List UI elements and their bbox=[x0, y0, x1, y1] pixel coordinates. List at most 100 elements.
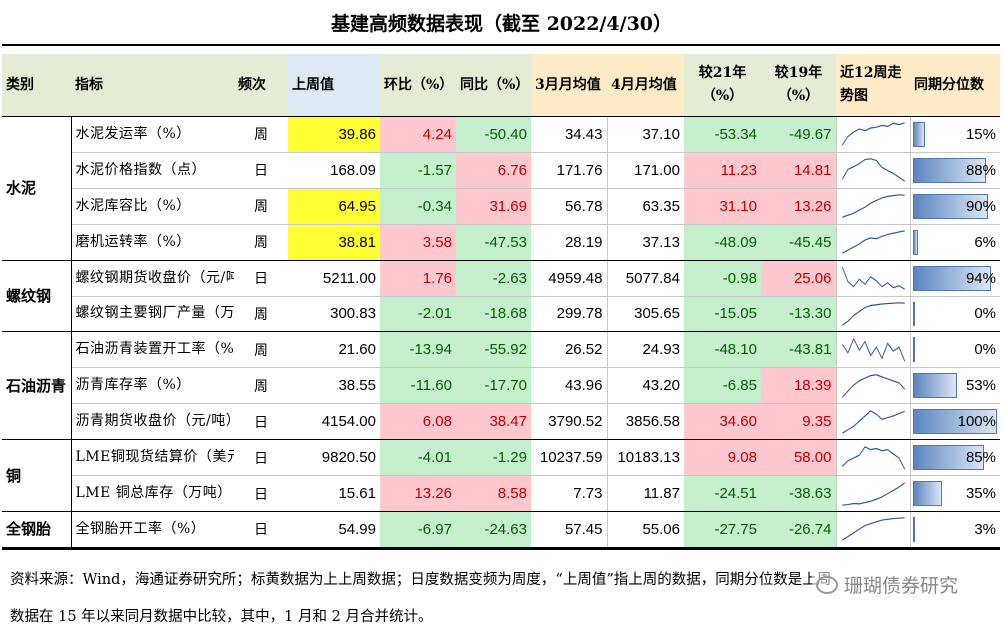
last-week-cell: 54.99 bbox=[288, 511, 380, 549]
table-row: 水泥价格指数（点）日 168.09 -1.57 6.76 171.76 171.00 11.… bbox=[2, 152, 1000, 189]
trend-sparkline bbox=[835, 475, 910, 512]
watermark-text: 珊瑚债券研究 bbox=[844, 575, 959, 597]
trend-sparkline bbox=[835, 403, 910, 441]
trend-line bbox=[841, 122, 905, 147]
frequency-cell: 日 bbox=[234, 439, 288, 477]
trend-line bbox=[841, 481, 905, 506]
percentile-cell: 3% bbox=[909, 511, 1000, 549]
table-row: 沥青期货收盘价（元/吨）日 4154.00 6.08 38.47 3790.52 3856… bbox=[2, 403, 1000, 441]
trend-line bbox=[841, 266, 905, 290]
mar-avg-cell: 56.78 bbox=[531, 188, 607, 225]
percentile-bar bbox=[912, 122, 926, 147]
header-category: 类别 bbox=[2, 54, 71, 117]
trend-line bbox=[841, 517, 905, 542]
yoy-cell: -50.40 bbox=[456, 116, 531, 153]
header-mar-avg: 3月月均值 bbox=[531, 54, 607, 117]
trend-sparkline bbox=[835, 152, 910, 189]
header-vs19: 较19年（%） bbox=[761, 54, 836, 117]
watermark: 珊瑚债券研究 bbox=[812, 571, 963, 598]
vs21-cell: -6.85 bbox=[684, 367, 761, 405]
vs19-cell: 13.26 bbox=[761, 188, 836, 225]
trend-sparkline bbox=[835, 224, 910, 261]
percentile-cell: 35% bbox=[909, 475, 1000, 512]
vs19-cell: -38.63 bbox=[761, 475, 836, 512]
percentile-label: 94% bbox=[965, 269, 996, 287]
trend-line bbox=[841, 194, 905, 219]
percentile-label: 53% bbox=[965, 377, 996, 395]
mar-avg-cell: 26.52 bbox=[531, 331, 607, 369]
table-row: 沥青库存率（%）周 38.55 -11.60 -17.70 43.96 43.20 -6.8… bbox=[2, 367, 1000, 405]
apr-avg-cell: 37.10 bbox=[606, 116, 684, 153]
vs21-cell: 34.60 bbox=[684, 403, 761, 441]
trend-sparkline bbox=[835, 296, 910, 333]
yoy-cell: 31.69 bbox=[456, 188, 531, 225]
percentile-bar bbox=[912, 445, 984, 471]
apr-avg-cell: 10183.13 bbox=[606, 439, 684, 477]
frequency-cell: 日 bbox=[234, 475, 288, 512]
trend-sparkline bbox=[835, 331, 910, 369]
percentile-label: 3% bbox=[974, 520, 996, 538]
table-row: LME 铜总库存（万吨）日 15.61 13.26 8.58 7.73 11.87 -24.… bbox=[2, 475, 1000, 512]
vs21-cell: 11.23 bbox=[684, 152, 761, 189]
header-last-week: 上周值 bbox=[288, 54, 380, 117]
vs19-cell: -45.45 bbox=[761, 224, 836, 261]
header-vs21: 较21年（%） bbox=[684, 54, 761, 117]
indicator-cell: 水泥发运率（%） bbox=[71, 116, 234, 153]
table-row: 全钢胎 全钢胎开工率（%）日 54.99 -6.97 -24.63 57.45 55.06-… bbox=[2, 511, 1000, 549]
table-row: 铜LME铜现货结算价（美元/吨）日9820.50-4.01-1.2910237.… bbox=[2, 439, 1000, 512]
wow-cell: -0.34 bbox=[380, 188, 456, 225]
apr-avg-cell: 43.20 bbox=[606, 367, 684, 405]
table-title: 基建高频数据表现（截至 2022/4/30） bbox=[330, 12, 673, 35]
mar-avg-cell: 28.19 bbox=[531, 224, 607, 261]
trend-sparkline bbox=[835, 367, 910, 405]
percentile-cell: 90% bbox=[909, 188, 1000, 225]
wow-cell: -11.60 bbox=[380, 367, 456, 405]
category-cell: 石油沥青 bbox=[2, 331, 72, 441]
indicator-cell: LME 铜总库存（万吨） bbox=[71, 475, 234, 512]
wow-cell: -2.01 bbox=[380, 296, 456, 333]
mar-avg-cell: 299.78 bbox=[531, 296, 607, 333]
table-row: 磨机运转率（%）周 38.81 3.58 -47.53 28.19 37.13 -48.09… bbox=[2, 224, 1000, 261]
wow-cell: -4.01 bbox=[380, 439, 456, 477]
last-week-cell: 4154.00 bbox=[288, 403, 380, 441]
trend-sparkline bbox=[835, 439, 910, 477]
vs19-cell: 58.00 bbox=[761, 439, 836, 477]
percentile-bar bbox=[912, 301, 916, 327]
yoy-cell: 8.58 bbox=[456, 475, 531, 512]
header-indicator: 指标 bbox=[71, 54, 234, 117]
vs21-cell: -15.05 bbox=[684, 296, 761, 333]
trend-line bbox=[841, 158, 905, 183]
wow-cell: 1.76 bbox=[380, 260, 456, 297]
indicator-cell: 水泥库容比（%） bbox=[71, 188, 234, 225]
indicator-cell: 沥青期货收盘价（元/吨） bbox=[71, 403, 234, 441]
frequency-cell: 日 bbox=[234, 511, 288, 549]
table-row: 螺纹钢螺纹钢期货收盘价（元/吨）日5211.001.76-2.634959.48… bbox=[2, 260, 1000, 333]
percentile-bar bbox=[912, 229, 918, 255]
vs19-cell: 14.81 bbox=[761, 152, 836, 189]
apr-avg-cell: 5077.84 bbox=[606, 260, 684, 297]
yoy-cell: -1.29 bbox=[456, 439, 531, 477]
percentile-label: 85% bbox=[965, 449, 996, 467]
header-trend: 近12周走势图 bbox=[836, 54, 910, 117]
percentile-label: 100% bbox=[957, 413, 996, 431]
percentile-cell: 94% bbox=[909, 260, 1000, 297]
vs21-cell: -27.75 bbox=[684, 511, 761, 549]
vs19-cell: -49.67 bbox=[761, 116, 836, 153]
header-row: 类别 指标 频次 上周值 环比（%） 同比（%） 3月月均值 4月月均值 较21… bbox=[2, 54, 1000, 117]
apr-avg-cell: 37.13 bbox=[606, 224, 684, 261]
vs19-cell: -13.30 bbox=[761, 296, 836, 333]
mar-avg-cell: 34.43 bbox=[531, 116, 607, 153]
last-week-cell: 9820.50 bbox=[288, 439, 380, 477]
percentile-cell: 15% bbox=[909, 116, 1000, 153]
percentile-label: 6% bbox=[974, 233, 996, 251]
frequency-cell: 周 bbox=[234, 296, 288, 333]
indicator-cell: 水泥价格指数（点） bbox=[71, 152, 234, 189]
vs19-cell: 9.35 bbox=[761, 403, 836, 441]
category-cell: 水泥 bbox=[2, 116, 72, 261]
indicator-cell: 螺纹钢期货收盘价（元/吨） bbox=[71, 260, 234, 297]
trend-sparkline bbox=[835, 188, 910, 225]
header-yoy: 同比（%） bbox=[456, 54, 531, 117]
wow-cell: 3.58 bbox=[380, 224, 456, 261]
indicator-cell: 石油沥青装置开工率（%） bbox=[71, 331, 234, 369]
percentile-cell: 85% bbox=[909, 439, 1000, 477]
